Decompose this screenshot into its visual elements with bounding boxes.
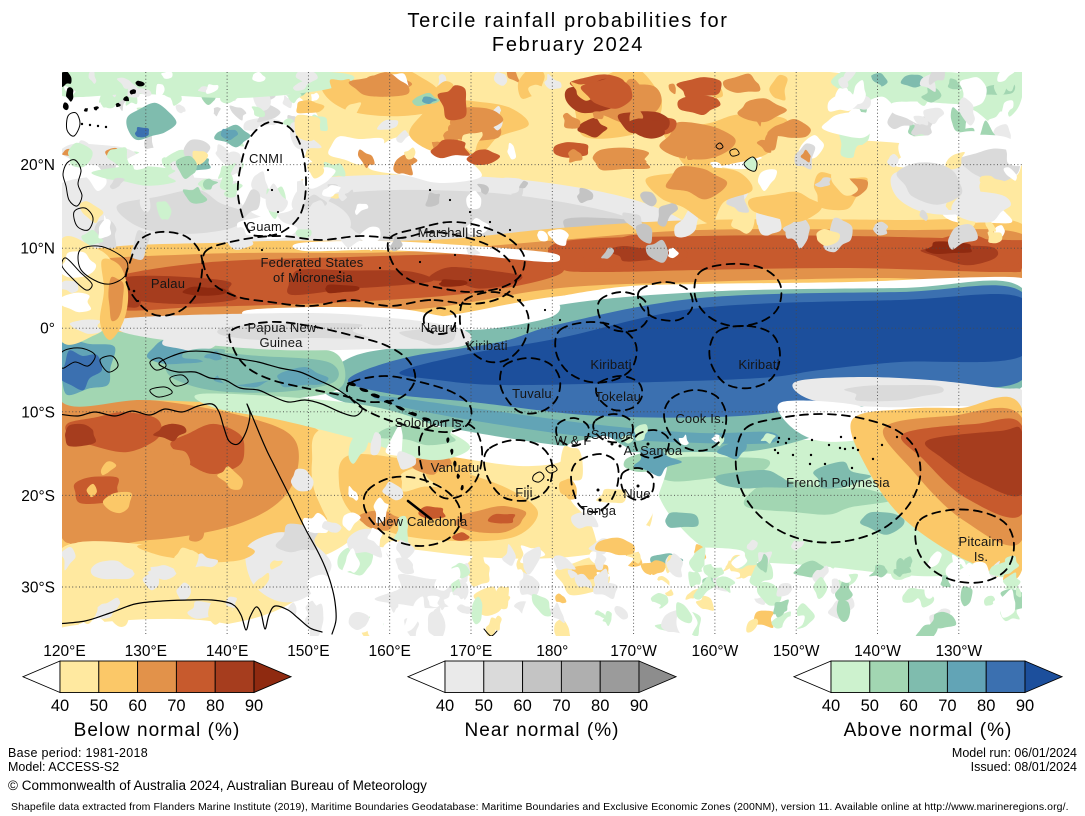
svg-text:Model run: 06/01/2024: Model run: 06/01/2024 [952, 746, 1077, 760]
svg-text:70: 70 [552, 697, 570, 715]
svg-text:80: 80 [591, 697, 609, 715]
svg-text:Guam: Guam [246, 219, 282, 234]
svg-text:February 2024: February 2024 [492, 34, 644, 56]
svg-text:10°N: 10°N [20, 241, 55, 258]
svg-text:140°E: 140°E [206, 643, 248, 660]
svg-text:of Micronesia: of Micronesia [273, 270, 353, 285]
svg-text:150°E: 150°E [287, 643, 329, 660]
svg-text:80: 80 [206, 697, 224, 715]
svg-text:140°W: 140°W [854, 643, 901, 660]
svg-text:120°E: 120°E [43, 643, 85, 660]
svg-text:Shapefile data extracted from: Shapefile data extracted from Flanders M… [11, 801, 1069, 813]
svg-text:50: 50 [90, 697, 108, 715]
svg-text:60: 60 [128, 697, 146, 715]
svg-text:Papua New: Papua New [247, 320, 316, 335]
svg-text:French Polynesia: French Polynesia [786, 475, 890, 490]
svg-text:Niue: Niue [623, 486, 651, 501]
svg-text:Marshall Is.: Marshall Is. [418, 225, 487, 240]
svg-text:60: 60 [513, 697, 531, 715]
svg-text:Solomon Is.: Solomon Is. [395, 415, 466, 430]
svg-text:80: 80 [977, 697, 995, 715]
svg-text:Federated States: Federated States [261, 255, 364, 270]
svg-text:Guinea: Guinea [259, 335, 303, 350]
svg-text:Pitcairn: Pitcairn [959, 534, 1004, 549]
svg-text:160°W: 160°W [692, 643, 739, 660]
svg-text:Is.: Is. [974, 549, 988, 564]
svg-text:Below normal (%): Below normal (%) [74, 720, 241, 741]
svg-text:Tuvalu: Tuvalu [512, 386, 552, 401]
svg-text:40: 40 [51, 697, 69, 715]
svg-text:Issued: 08/01/2024: Issued: 08/01/2024 [971, 760, 1077, 774]
svg-text:Model: ACCESS-S2: Model: ACCESS-S2 [8, 760, 119, 774]
svg-text:40: 40 [436, 697, 454, 715]
svg-text:© Commonwealth of Australia 20: © Commonwealth of Australia 2024, Austra… [8, 778, 427, 793]
svg-text:0°: 0° [40, 321, 55, 338]
svg-text:70: 70 [167, 697, 185, 715]
svg-text:Kiribati: Kiribati [466, 338, 507, 353]
svg-text:Tonga: Tonga [580, 503, 617, 518]
svg-text:Above normal (%): Above normal (%) [844, 720, 1013, 741]
svg-text:Tokelau: Tokelau [595, 389, 641, 404]
svg-text:10°S: 10°S [21, 404, 55, 421]
svg-text:Samoa: Samoa [591, 427, 634, 442]
svg-text:30°S: 30°S [21, 580, 55, 597]
svg-text:Vanuatu: Vanuatu [431, 460, 480, 475]
svg-text:150°W: 150°W [773, 643, 820, 660]
svg-text:20°N: 20°N [20, 157, 55, 174]
svg-text:New Caledonia: New Caledonia [377, 514, 468, 529]
svg-text:90: 90 [1016, 697, 1034, 715]
svg-text:20°S: 20°S [21, 488, 55, 505]
svg-text:Palau: Palau [151, 276, 185, 291]
svg-text:Tercile rainfall probabilities: Tercile rainfall probabilities for [407, 10, 728, 32]
svg-text:60: 60 [899, 697, 917, 715]
svg-text:170°E: 170°E [450, 643, 492, 660]
svg-text:Kiribati: Kiribati [738, 357, 779, 372]
svg-text:Base period: 1981-2018: Base period: 1981-2018 [8, 746, 148, 760]
svg-text:40: 40 [822, 697, 840, 715]
svg-text:70: 70 [938, 697, 956, 715]
svg-text:180°: 180° [536, 643, 568, 660]
svg-text:CNMI: CNMI [249, 151, 283, 166]
svg-text:Near normal (%): Near normal (%) [464, 720, 619, 741]
svg-text:Cook Is.: Cook Is. [675, 411, 724, 426]
svg-text:130°E: 130°E [125, 643, 167, 660]
svg-text:160°E: 160°E [368, 643, 410, 660]
svg-text:W & F: W & F [554, 433, 591, 448]
svg-text:170°W: 170°W [610, 643, 657, 660]
svg-text:90: 90 [630, 697, 648, 715]
svg-text:130°W: 130°W [935, 643, 982, 660]
svg-text:A. Samoa: A. Samoa [624, 443, 683, 458]
svg-text:90: 90 [245, 697, 263, 715]
svg-text:Fiji: Fiji [515, 485, 532, 500]
svg-text:50: 50 [475, 697, 493, 715]
svg-text:50: 50 [861, 697, 879, 715]
svg-text:Kiribati: Kiribati [590, 357, 631, 372]
svg-text:Nauru: Nauru [421, 320, 457, 335]
